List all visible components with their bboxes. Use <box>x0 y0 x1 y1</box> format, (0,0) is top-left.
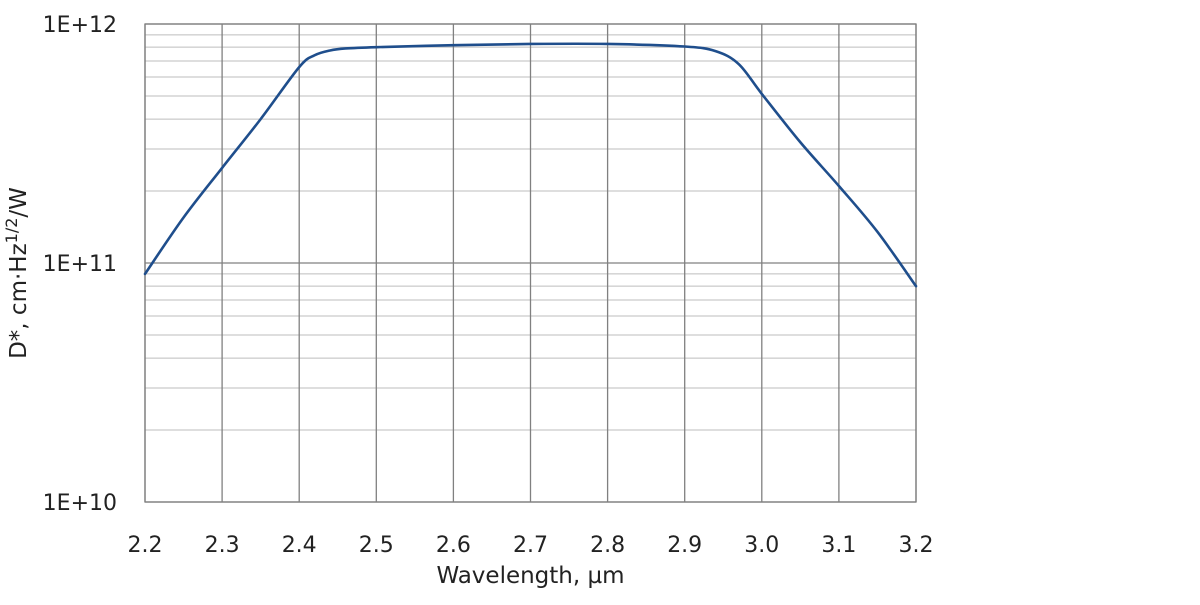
x-tick-label: 2.6 <box>436 533 471 558</box>
plot-area-border <box>144 23 917 503</box>
y-axis-tick-labels: 1E+10 1E+11 1E+12 <box>43 13 117 516</box>
y-axis-title-main: D*, cm·Hz <box>6 243 32 359</box>
x-tick-label: 2.3 <box>205 533 240 558</box>
y-tick-label: 1E+12 <box>43 13 117 38</box>
series-layer <box>143 42 918 288</box>
x-tick-label: 3.0 <box>744 533 779 558</box>
x-tick-label: 2.9 <box>667 533 702 558</box>
y-axis-title-suffix: /W <box>6 187 32 218</box>
y-axis-title: D*, cm·Hz1/2/W <box>2 187 33 359</box>
x-tick-label: 2.8 <box>590 533 625 558</box>
y-tick-label: 1E+10 <box>43 491 117 516</box>
y-axis-title-superscript: 1/2 <box>2 218 21 244</box>
x-tick-label: 3.1 <box>821 533 856 558</box>
series-line <box>143 42 918 288</box>
x-tick-label: 3.2 <box>899 533 934 558</box>
x-tick-label: 2.4 <box>282 533 317 558</box>
x-tick-label: 2.7 <box>513 533 548 558</box>
x-tick-label: 2.2 <box>128 533 163 558</box>
x-axis-tick-labels: 2.2 2.3 2.4 2.5 2.6 2.7 2.8 2.9 3.0 3.1 3.2 <box>128 533 934 558</box>
x-axis-title: Wavelength, µm <box>436 563 624 589</box>
y-tick-label: 1E+11 <box>43 252 117 277</box>
x-tick-label: 2.5 <box>359 533 394 558</box>
